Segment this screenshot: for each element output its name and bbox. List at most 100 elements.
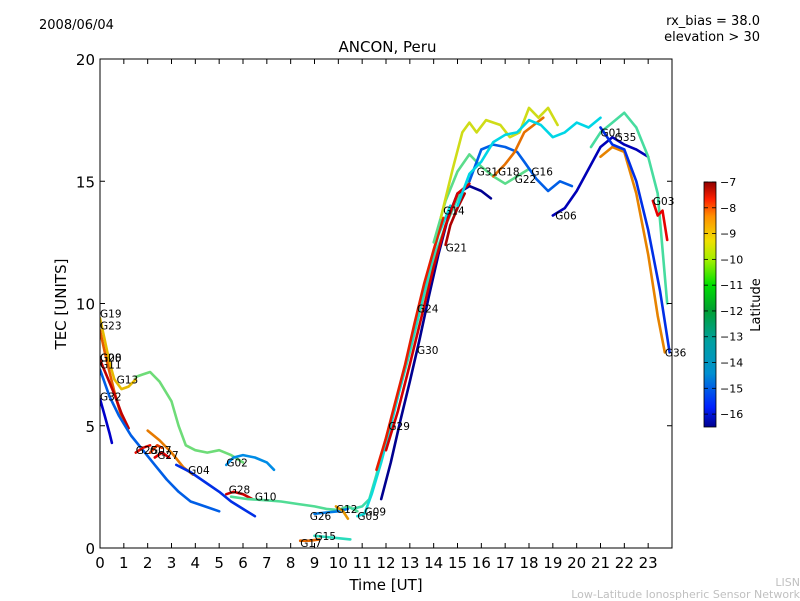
- series-label-g26: G26: [310, 511, 332, 523]
- series-label-g02: G02: [226, 457, 248, 469]
- series-line-g07: [148, 444, 164, 454]
- x-tick-label: 19: [543, 554, 562, 572]
- series-label-g24: G24: [417, 303, 439, 315]
- series-label-g03: G03: [653, 196, 675, 208]
- x-tick-label: 15: [448, 554, 467, 572]
- series-label-g31: G31: [477, 166, 499, 178]
- series-line-g29: [375, 216, 445, 472]
- series-line-g15: [313, 534, 352, 541]
- series-line-g03: [651, 199, 669, 242]
- series-line-g11: [100, 368, 221, 513]
- series-label-g06: G06: [555, 210, 577, 222]
- colorbar-tick-label: −14: [720, 357, 743, 370]
- x-tick-label: 0: [95, 554, 105, 572]
- series-label-g18: G18: [498, 166, 520, 178]
- series-line-g04: [175, 463, 257, 518]
- series-label-g07: G07: [150, 445, 172, 457]
- series-line-g28: [225, 490, 254, 501]
- series-label-g13: G13: [117, 374, 139, 386]
- colorbar-tick-label: −8: [720, 202, 736, 215]
- x-tick-label: 9: [310, 554, 320, 572]
- y-tick-label: 20: [76, 51, 95, 69]
- colorbar-tick-label: −9: [720, 228, 736, 241]
- series-line-g21: [444, 192, 466, 247]
- series-line-g13: [134, 370, 245, 464]
- series-line-g27: [153, 451, 171, 459]
- x-tick-label: 16: [472, 554, 491, 572]
- series-label-g29: G29: [388, 421, 410, 433]
- x-tick-label: 2: [143, 554, 153, 572]
- series-line-g12: [334, 505, 350, 520]
- x-tick-label: 3: [167, 554, 177, 572]
- y-tick-label: 15: [76, 173, 95, 191]
- series-line-g17: [298, 538, 321, 542]
- series-label-g11: G11: [100, 360, 122, 372]
- plot-frame: [99, 58, 673, 549]
- series-label-g09: G09: [365, 506, 387, 518]
- y-tick-label: 0: [85, 540, 95, 558]
- y-axis: 0 5 10 15 20: [76, 51, 672, 558]
- series-line-g22: [439, 106, 559, 220]
- x-axis-label: Time [UT]: [348, 576, 422, 594]
- date-label: 2008/06/04: [39, 18, 114, 33]
- x-tick-label: 4: [191, 554, 201, 572]
- series-label-g16: G16: [531, 166, 553, 178]
- series-label-g21: G21: [446, 242, 468, 254]
- colorbar: [703, 181, 717, 428]
- series-line-g14: [432, 153, 531, 244]
- series-label-g36: G36: [665, 347, 687, 359]
- x-tick-label: 20: [567, 554, 586, 572]
- x-tick-label: 10: [329, 554, 348, 572]
- series-label-g23: G23: [100, 321, 122, 333]
- elevation-label: elevation > 30: [664, 30, 760, 45]
- series-label-g12: G12: [336, 504, 358, 516]
- chart-title: ANCON, Peru: [338, 38, 437, 56]
- series-label-g15: G15: [315, 531, 337, 543]
- series-label-g25: G25: [136, 445, 158, 457]
- colorbar-tick-label: −11: [720, 279, 743, 292]
- x-tick-label: 7: [262, 554, 272, 572]
- x-tick-label: 1: [119, 554, 129, 572]
- series-label-g01: G01: [601, 127, 623, 139]
- series-line-g35: [599, 145, 667, 354]
- series-label-g08: G08: [100, 352, 122, 364]
- colorbar-ticks: −7 −8 −9 −10 −11 −12 −13 −14 −15 −16: [704, 176, 743, 421]
- colorbar-label: Latitude: [749, 278, 764, 332]
- series-label-g27: G27: [157, 450, 179, 462]
- series-label-g30: G30: [417, 345, 439, 357]
- series-line-g20: [100, 358, 130, 430]
- series-line-g30: [379, 184, 493, 501]
- x-tick-label: 18: [519, 554, 538, 572]
- series-label-g10: G10: [255, 492, 277, 504]
- series-line-g02: [225, 453, 276, 472]
- x-tick-label: 13: [400, 554, 419, 572]
- series-label-g04: G04: [188, 465, 210, 477]
- x-tick-label: 6: [238, 554, 248, 572]
- x-axis: 0 1 2 3 4 5 6 7 8 9 10 11 12 13 14 15 16 17 18 19 20 21 22 23: [95, 59, 658, 572]
- series-line-g06: [551, 135, 650, 217]
- series-line-g32: [100, 397, 114, 445]
- colorbar-tick-label: −10: [720, 253, 743, 266]
- y-tick-label: 5: [85, 418, 95, 436]
- network-short-label: LISN: [775, 576, 800, 589]
- series-line-g31: [468, 143, 574, 193]
- x-tick-label: 11: [353, 554, 372, 572]
- series-label-g35: G35: [615, 132, 637, 144]
- x-tick-label: 14: [424, 554, 443, 572]
- series-label-g32: G32: [100, 391, 122, 403]
- x-tick-label: 5: [214, 554, 224, 572]
- x-tick-label: 21: [591, 554, 610, 572]
- x-tick-label: 17: [496, 554, 515, 572]
- colorbar-tick-label: −7: [720, 176, 736, 189]
- series-label-g17: G17: [300, 538, 322, 550]
- series-label-g22: G22: [515, 174, 537, 186]
- colorbar-tick-label: −12: [720, 305, 743, 318]
- x-tick-label: 12: [376, 554, 395, 572]
- x-tick-label: 22: [615, 554, 634, 572]
- colorbar-tick-label: −13: [720, 331, 743, 344]
- series-label-g28: G28: [229, 484, 251, 496]
- series-line-g24: [384, 182, 471, 452]
- colorbar-tick-label: −15: [720, 382, 743, 395]
